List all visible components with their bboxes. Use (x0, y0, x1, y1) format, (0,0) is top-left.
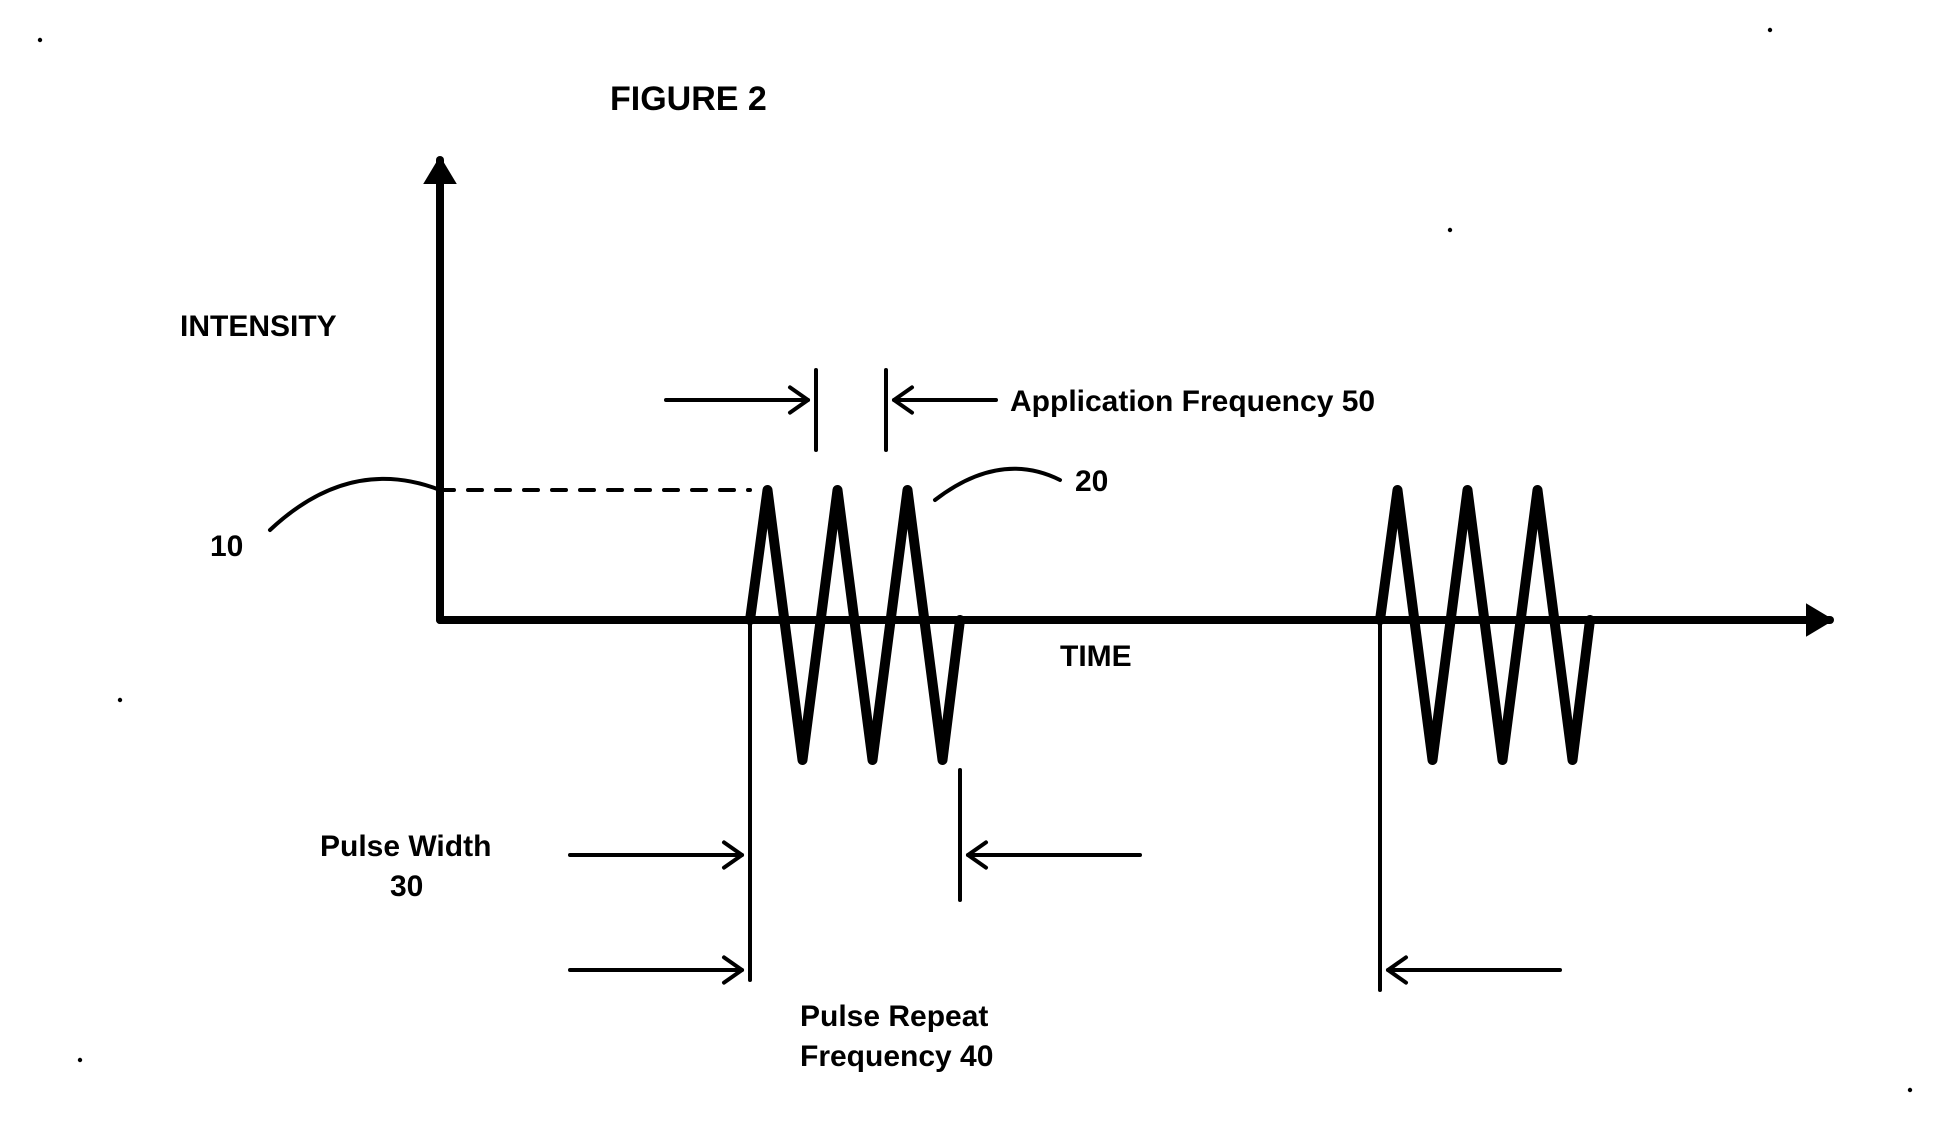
callout-20: 20 (1075, 465, 1108, 499)
callout-pulse-width-l1: Pulse Width (320, 830, 491, 864)
x-axis-label: TIME (1060, 640, 1132, 674)
figure-title: FIGURE 2 (610, 80, 767, 119)
callout-pulse-repeat-l1: Pulse Repeat (800, 1000, 988, 1034)
callout-app-freq: Application Frequency 50 (1010, 385, 1375, 419)
callout-pulse-width-l2: 30 (390, 870, 423, 904)
y-axis-label: INTENSITY (180, 310, 337, 344)
callout-pulse-repeat-l2: Frequency 40 (800, 1040, 993, 1074)
callout-10: 10 (210, 530, 243, 564)
pulse-diagram (0, 0, 1954, 1122)
